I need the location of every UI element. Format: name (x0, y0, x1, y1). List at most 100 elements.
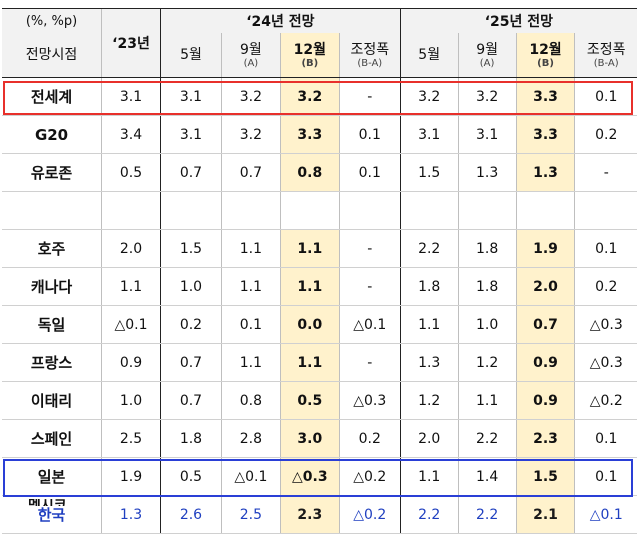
value-2023: 2.5 (101, 419, 161, 458)
value-y24-dec: 1.1 (279, 343, 340, 382)
value-y24-may: 1.8 (159, 419, 222, 458)
value-y24-adj: △0.1 (338, 305, 401, 344)
value-y24-adj: 0.1 (338, 115, 401, 154)
value-y24-may: 0.2 (159, 305, 222, 344)
table-row: 일본 1.9 0.5 △0.1 △0.3 △0.2 1.1 1.4 1.5 0.1 (2, 457, 637, 496)
value-y25-dec: 1.5 (515, 457, 575, 496)
value-y25-may: 1.5 (399, 153, 459, 192)
value-y25-dec: 0.9 (515, 343, 575, 382)
value-y25-sep: 1.2 (457, 343, 517, 382)
country-name: 프랑스 (2, 343, 102, 382)
value-2023: △0.1 (101, 305, 161, 344)
value-y25-may: 3.1 (399, 115, 459, 154)
value-y24-dec: 3.2 (279, 77, 340, 116)
value-y25-dec: 2.0 (515, 267, 575, 306)
value-y25-adj: △0.1 (574, 495, 637, 534)
value-2023: 1.9 (101, 457, 161, 496)
col-24-adj: 조정폭 (B-A) (338, 33, 401, 78)
value-y24-adj: 0.1 (338, 153, 401, 192)
value-y24-sep: 1.1 (220, 267, 281, 306)
value-2023: 1.3 (101, 495, 161, 534)
value-y25-adj: 0.1 (574, 457, 637, 496)
value-y24-sep: 1.1 (220, 343, 281, 382)
value-y25-may: 2.0 (399, 419, 459, 458)
value-y25-sep: 2.2 (457, 419, 517, 458)
value-y25-adj: △0.3 (574, 343, 637, 382)
value-y25-dec: 1.9 (515, 229, 575, 268)
value-y24-dec: 0.8 (279, 153, 340, 192)
value-y25-sep: 3.2 (457, 77, 517, 116)
col-25-sep: 9월 (A) (457, 33, 517, 78)
value-y25-may: 3.2 (399, 77, 459, 116)
table-row: 유로존 0.5 0.7 0.7 0.8 0.1 1.5 1.3 1.3- (2, 153, 637, 192)
value-y25-dec: 2.3 (515, 419, 575, 458)
value-y24-may: 2.6 (159, 495, 222, 534)
forecast-2024-header: ‘24년 전망 (159, 8, 401, 33)
value-2023: 0.9 (101, 343, 161, 382)
value-y25-may: 1.3 (399, 343, 459, 382)
value-y24-dec: 3.0 (279, 419, 340, 458)
value-y24-sep: 3.2 (220, 115, 281, 154)
value-y25-adj: 0.1 (574, 419, 637, 458)
table-row: 캐나다 1.1 1.0 1.1 1.1-1.8 1.8 2.0 0.2 (2, 267, 637, 306)
value-y24-sep: 1.1 (220, 229, 281, 268)
value-y25-sep: 1.4 (457, 457, 517, 496)
table-row: 스페인 2.5 1.8 2.8 3.0 0.2 2.0 2.2 2.3 0.1 (2, 419, 637, 458)
value-y24-dec: 1.1 (279, 229, 340, 268)
value-2023: 3.4 (101, 115, 161, 154)
country-name: 스페인 (2, 419, 102, 458)
table-row: 독일 △0.1 0.2 0.1 0.0 △0.1 1.1 1.0 0.7 △0.3 (2, 305, 637, 344)
value-y24-may: 0.7 (159, 153, 222, 192)
value-y24-adj: △0.3 (338, 381, 401, 420)
col-25-adj: 조정폭 (B-A) (574, 33, 637, 78)
value-y24-may: 0.7 (159, 381, 222, 420)
value-y24-dec: 2.3 (279, 495, 340, 534)
value-y25-may: 1.2 (399, 381, 459, 420)
value-y24-may: 3.1 (159, 115, 222, 154)
country-name: 독일 (2, 305, 102, 344)
value-y24-may: 0.7 (159, 343, 222, 382)
value-y25-sep: 2.2 (457, 495, 517, 534)
unit-label: (%, %p) (2, 8, 102, 33)
year-2023-header: ‘23년 (101, 8, 161, 78)
country-name: 캐나다 (2, 267, 102, 306)
period-label: 전망시점 (2, 33, 102, 78)
spacer-row (2, 191, 637, 230)
country-name: G20 (2, 115, 102, 154)
value-y25-may: 2.2 (399, 229, 459, 268)
table-row: 전세계 3.1 3.1 3.2 3.2-3.2 3.2 3.3 0.1 (2, 77, 637, 116)
value-y25-adj: 0.1 (574, 229, 637, 268)
value-y24-sep: 0.7 (220, 153, 281, 192)
header-row-top: (%, %p) ‘23년 ‘24년 전망 ‘25년 전망 (2, 8, 637, 78)
forecast-table: (%, %p) ‘23년 ‘24년 전망 ‘25년 전망 전망시점 5월 9월(… (2, 8, 637, 534)
value-y25-sep: 1.8 (457, 229, 517, 268)
value-y24-may: 1.0 (159, 267, 222, 306)
value-y24-sep: △0.1 (220, 457, 281, 496)
col-24-dec: 12월 (B) (279, 33, 340, 78)
value-y24-sep: 3.2 (220, 77, 281, 116)
value-y25-may: 1.1 (399, 457, 459, 496)
value-y25-dec: 2.1 (515, 495, 575, 534)
col-25-dec: 12월 (B) (515, 33, 575, 78)
value-y24-adj: 0.2 (338, 419, 401, 458)
country-name: 유로존 (2, 153, 102, 192)
country-name: 일본 (2, 457, 102, 496)
value-y25-adj: △0.3 (574, 305, 637, 344)
value-y25-sep: 1.1 (457, 381, 517, 420)
table-row: 한국 1.3 2.6 2.5 2.3 △0.2 2.2 2.2 2.1 △0.1 (2, 495, 637, 534)
value-y24-adj: - (338, 229, 401, 268)
value-y25-may: 1.1 (399, 305, 459, 344)
value-y24-adj: △0.2 (338, 495, 401, 534)
value-y24-adj: - (338, 77, 401, 116)
value-y25-sep: 1.0 (457, 305, 517, 344)
header-row-sub: 전망시점 5월 9월 (A) 12월 (B) 조정폭 (B-A) 5월 9월 (A) 1… (2, 33, 637, 78)
table-row: G20 3.4 3.1 3.2 3.3 0.1 3.1 3.1 3.3 0.2 (2, 115, 637, 154)
value-y24-dec: 0.5 (279, 381, 340, 420)
value-y25-adj: 0.2 (574, 267, 637, 306)
value-y25-dec: 3.3 (515, 77, 575, 116)
value-y25-dec: 1.3 (515, 153, 575, 192)
col-25-may: 5월 (399, 33, 459, 78)
value-y25-adj: - (574, 153, 637, 192)
col-24-may: 5월 (159, 33, 222, 78)
value-y24-may: 1.5 (159, 229, 222, 268)
